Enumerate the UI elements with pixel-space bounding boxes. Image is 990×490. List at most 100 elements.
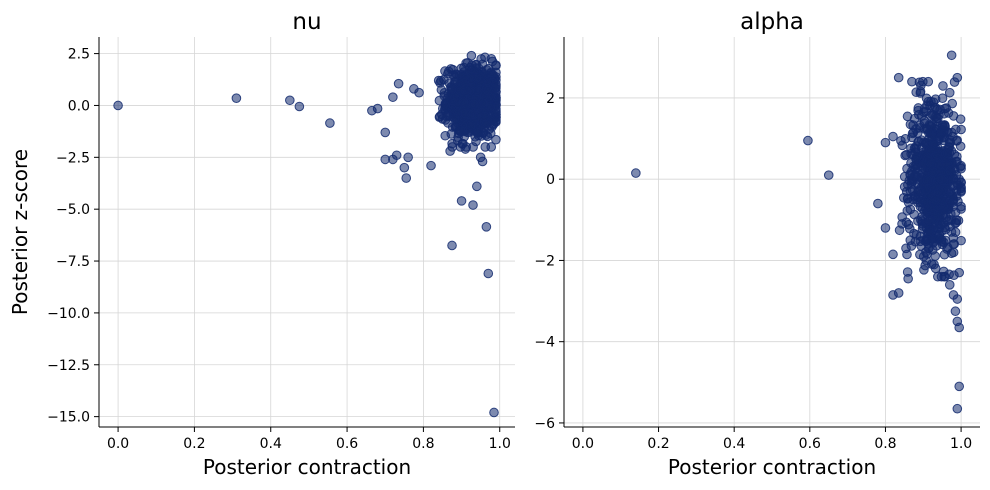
nu-point xyxy=(479,111,490,122)
alpha-xlabel: Posterior contraction xyxy=(668,455,876,479)
alpha-point xyxy=(899,182,910,192)
alpha-point xyxy=(944,280,955,290)
alpha-point xyxy=(946,248,957,259)
alpha-point xyxy=(944,87,955,98)
nu-point xyxy=(436,75,446,86)
alpha-point xyxy=(930,251,940,261)
nu-point xyxy=(482,131,493,142)
nu-point xyxy=(452,135,463,146)
nu-ytick-label: −10.0 xyxy=(47,306,90,322)
alpha-point xyxy=(873,198,883,209)
alpha-point xyxy=(946,227,957,237)
nu-point xyxy=(403,152,413,163)
nu-point xyxy=(468,99,479,110)
alpha-point xyxy=(952,135,963,146)
nu-point xyxy=(372,103,383,114)
alpha-point xyxy=(954,267,965,278)
nu-point xyxy=(456,196,467,206)
nu-point xyxy=(380,127,391,138)
alpha-point xyxy=(952,403,963,414)
nu-ytick-label: −5.0 xyxy=(56,202,90,218)
alpha-point xyxy=(924,156,935,167)
alpha-point xyxy=(947,190,958,201)
alpha-point xyxy=(903,273,913,284)
nu-ytick-label: −2.5 xyxy=(56,150,90,166)
nu-point xyxy=(458,97,469,107)
nu-point xyxy=(472,181,482,192)
alpha-point xyxy=(921,185,932,195)
alpha-point xyxy=(903,219,914,230)
alpha-point xyxy=(880,223,891,233)
alpha-point xyxy=(906,158,916,168)
nu-point xyxy=(426,160,436,171)
alpha-ytick-label: −6 xyxy=(534,416,555,432)
alpha-ytick-label: −2 xyxy=(534,253,555,269)
alpha-point xyxy=(937,195,947,206)
alpha-point xyxy=(923,227,934,237)
nu-ytick-label: −7.5 xyxy=(56,254,90,270)
nu-point xyxy=(481,222,492,232)
nu-point xyxy=(486,142,497,152)
alpha-point xyxy=(948,290,959,300)
nu-xtick-label: 0.4 xyxy=(260,436,282,452)
nu-xlabel: Posterior contraction xyxy=(203,455,411,479)
nu-point xyxy=(442,111,452,122)
nu-point xyxy=(491,115,501,125)
nu-point xyxy=(113,100,123,111)
alpha-point xyxy=(893,288,904,298)
alpha-point xyxy=(930,94,941,104)
alpha-point xyxy=(924,215,935,226)
alpha-title: alpha xyxy=(740,9,804,35)
alpha-point xyxy=(954,381,965,392)
alpha-xtick-label: 0.0 xyxy=(572,436,594,452)
nu-point xyxy=(477,156,488,167)
alpha-point xyxy=(915,249,925,260)
alpha-point xyxy=(949,239,960,249)
alpha-point xyxy=(938,266,949,277)
alpha-point xyxy=(928,167,938,177)
alpha-ytick-label: 0 xyxy=(546,172,555,188)
nu-point xyxy=(472,86,483,97)
nu-point xyxy=(455,125,466,135)
alpha-point xyxy=(938,81,948,91)
alpha-point xyxy=(942,148,953,159)
alpha-point xyxy=(929,110,939,120)
nu-xtick-label: 0.0 xyxy=(107,436,129,452)
alpha-ytick-label: 2 xyxy=(546,91,555,107)
nu-point xyxy=(445,146,455,156)
nu-point xyxy=(442,93,453,103)
nu-point xyxy=(447,84,457,94)
nu-title: nu xyxy=(292,9,321,35)
nu-ytick-label: −12.5 xyxy=(47,358,90,374)
nu-ytick-label: 0.0 xyxy=(68,98,90,114)
alpha-point xyxy=(901,149,912,160)
nu-point xyxy=(491,67,501,78)
alpha-point xyxy=(631,168,641,178)
alpha-point xyxy=(926,259,937,269)
nu-ytick-label: 2.5 xyxy=(68,47,90,63)
nu-point xyxy=(409,84,419,94)
alpha-point xyxy=(888,249,898,260)
alpha-xtick-label: 1.0 xyxy=(950,436,972,452)
alpha-point xyxy=(910,147,921,157)
nu-point xyxy=(473,127,484,138)
nu-point xyxy=(481,65,492,75)
alpha-point xyxy=(880,137,891,148)
nu-point xyxy=(393,78,404,89)
alpha-ytick-label: −4 xyxy=(534,335,555,351)
alpha-xtick-label: 0.4 xyxy=(723,436,745,452)
nu-point xyxy=(491,134,501,145)
alpha-point xyxy=(947,127,957,138)
nu-point xyxy=(489,407,499,418)
nu-point xyxy=(294,101,305,112)
nu-point xyxy=(447,240,457,251)
alpha-point xyxy=(803,135,813,146)
alpha-point xyxy=(945,165,956,176)
nu-point xyxy=(465,120,476,131)
alpha-point xyxy=(947,98,958,109)
alpha-point xyxy=(936,173,946,184)
alpha-point xyxy=(907,175,917,185)
nu-point xyxy=(231,93,242,103)
alpha-point xyxy=(950,306,961,317)
